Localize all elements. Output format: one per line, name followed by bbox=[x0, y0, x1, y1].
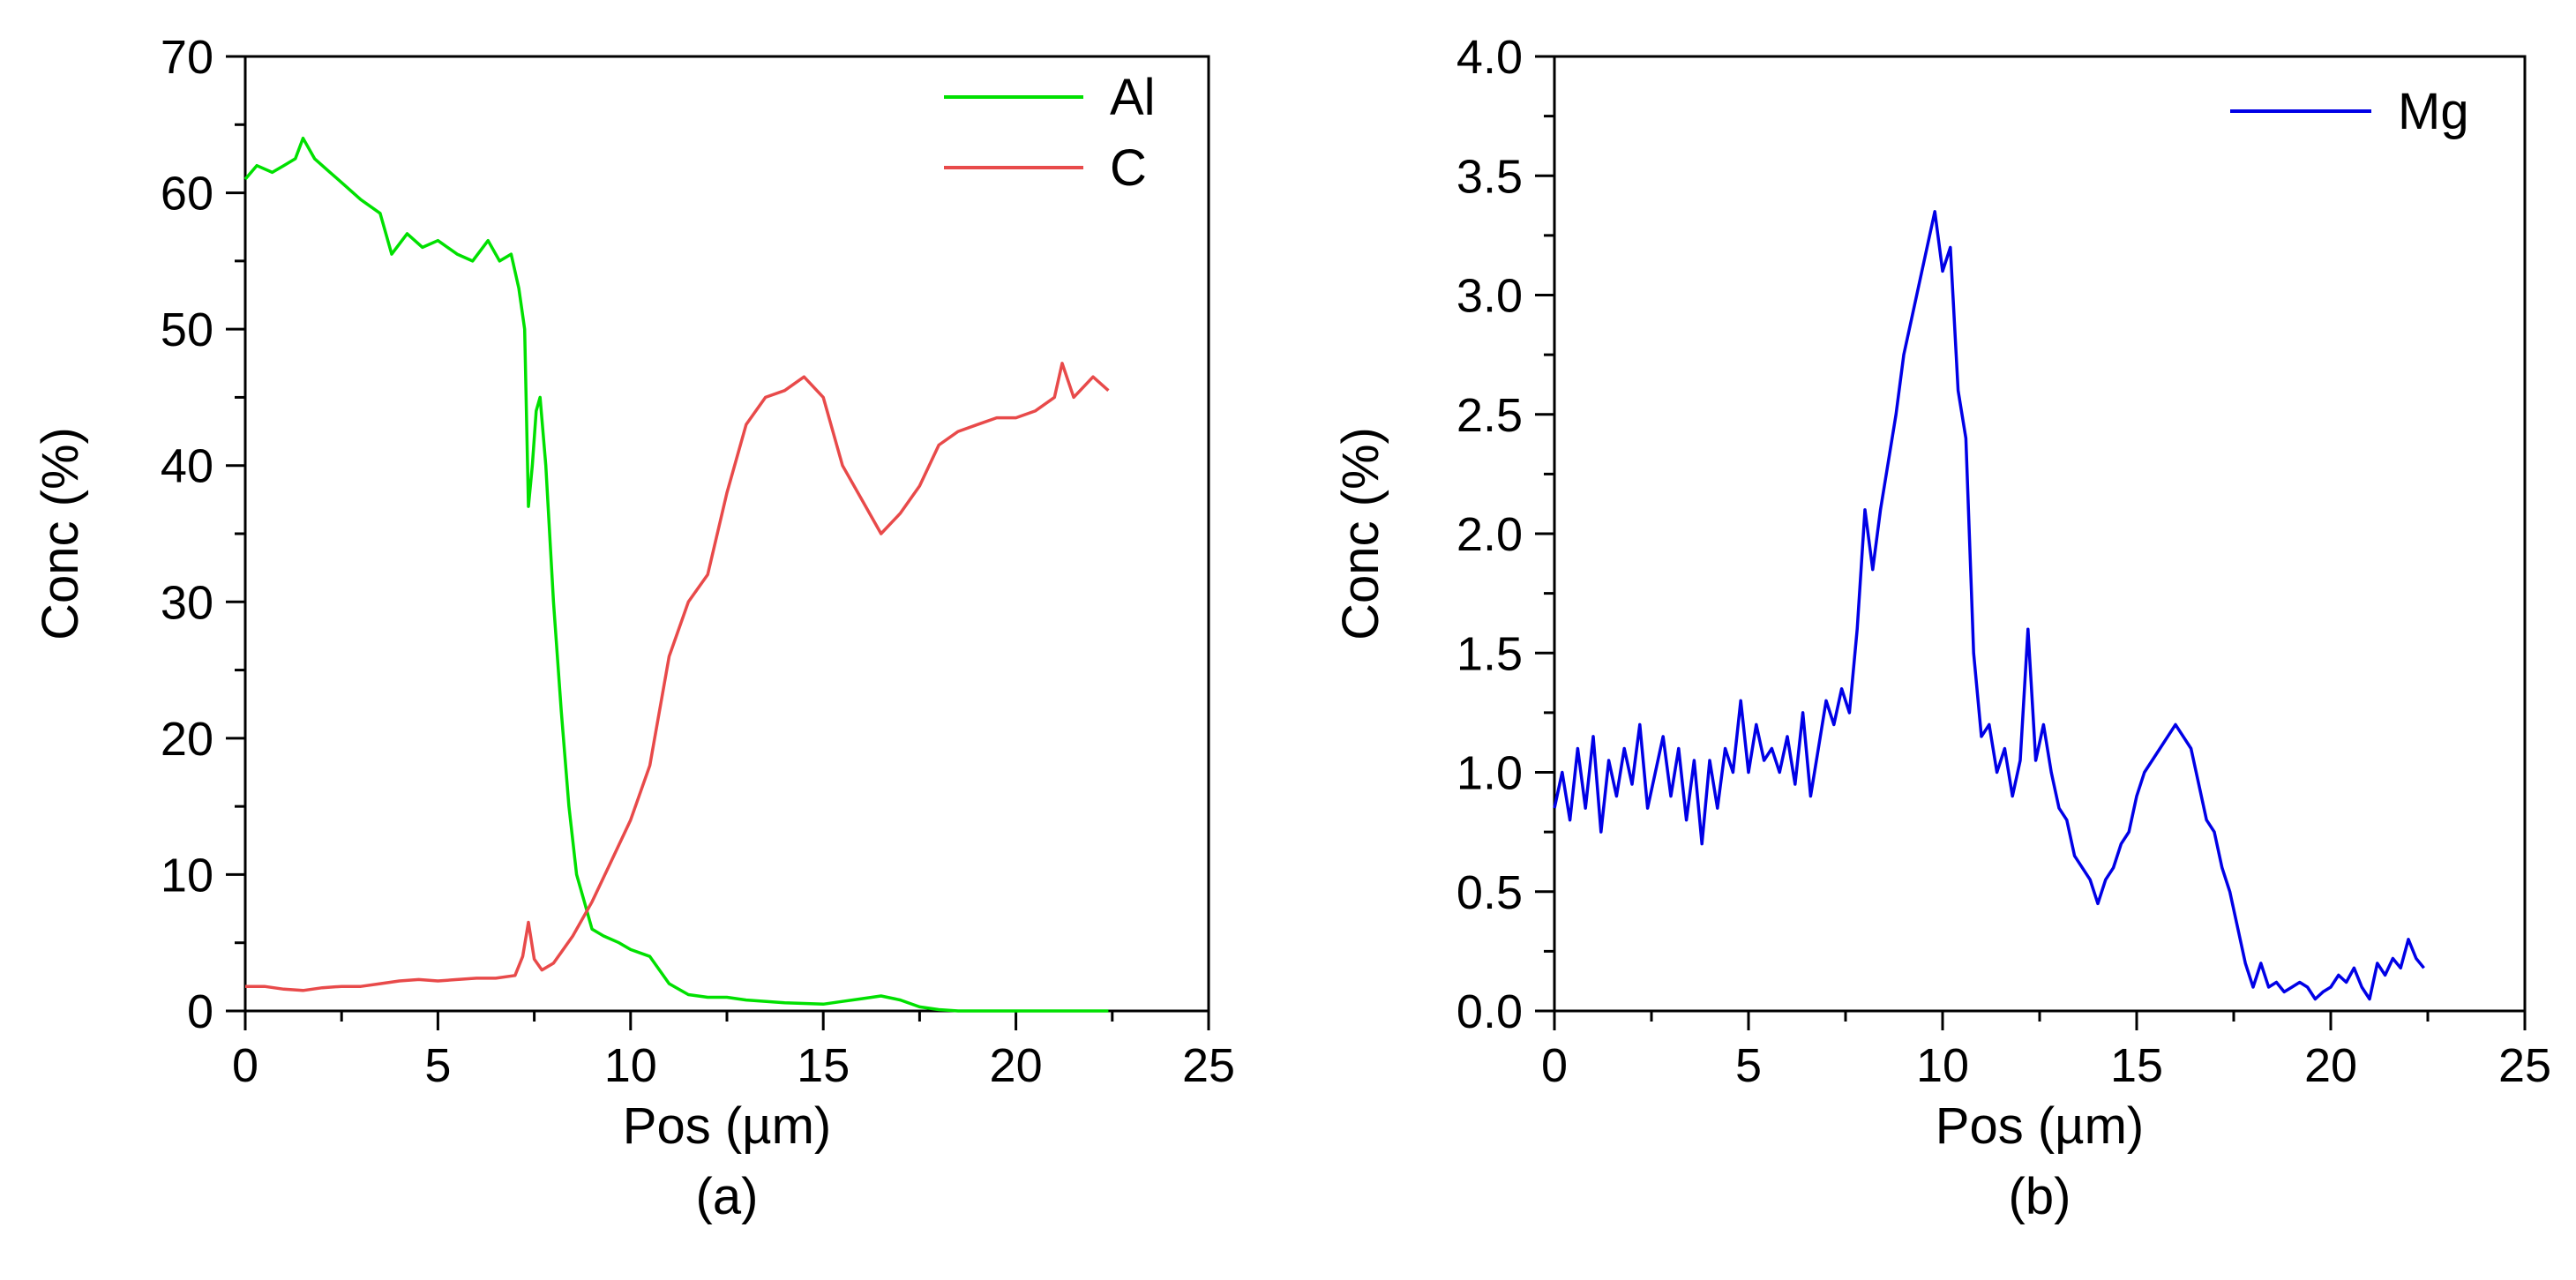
chart2-series-mg-line bbox=[1553, 210, 2425, 1001]
chart2-y-tick-label: 2.0 bbox=[1456, 508, 1523, 561]
chart1-caption: (a) bbox=[696, 1168, 759, 1225]
chart1-series-al-line bbox=[243, 136, 1109, 1013]
chart2-y-axis-title: Conc (%) bbox=[1332, 427, 1389, 640]
chart1-x-tick-label: 5 bbox=[424, 1039, 451, 1092]
chart1-series-c-line bbox=[245, 362, 1110, 992]
chart2-x-tick-label: 5 bbox=[1735, 1039, 1762, 1092]
chart2-y-tick-label: 2.5 bbox=[1456, 389, 1523, 442]
chart1-x-axis-title: Pos (µm) bbox=[623, 1097, 831, 1155]
chart1-x-tick-label: 0 bbox=[232, 1039, 258, 1092]
chart2-y-tick-label: 0.0 bbox=[1456, 985, 1523, 1038]
chart1-legend-c-label: C bbox=[1110, 139, 1147, 197]
chart2-y-tick-label: 3.5 bbox=[1456, 150, 1523, 203]
chart2-y-tick-label: 1.0 bbox=[1456, 747, 1523, 800]
chart2-y-tick-label: 0.5 bbox=[1456, 866, 1523, 919]
chart2-y-tick-label: 4.0 bbox=[1456, 31, 1523, 84]
chart1-y-tick-label: 60 bbox=[161, 168, 213, 221]
chart2-x-tick-label: 10 bbox=[1916, 1039, 1969, 1092]
chart1-y-axis-title: Conc (%) bbox=[32, 427, 89, 640]
chart1-x-tick-label: 20 bbox=[990, 1039, 1043, 1092]
chart1-y-tick-label: 10 bbox=[161, 849, 213, 902]
chart2-y-tick-label: 1.5 bbox=[1456, 627, 1523, 680]
chart2-legend-mg-label: Mg bbox=[2398, 83, 2469, 140]
chart1-legend-al-label: Al bbox=[1110, 69, 1156, 126]
chart2-caption: (b) bbox=[2009, 1168, 2071, 1225]
chart1-y-tick-label: 50 bbox=[161, 303, 213, 356]
chart1-x-tick-label: 15 bbox=[797, 1039, 850, 1092]
chart2-x-tick-label: 0 bbox=[1541, 1039, 1568, 1092]
chart2-x-axis-title: Pos (µm) bbox=[1936, 1097, 2144, 1155]
chart1-y-tick-label: 0 bbox=[187, 985, 213, 1038]
chart1-y-tick-label: 40 bbox=[161, 440, 213, 493]
chart1-x-tick-label: 10 bbox=[604, 1039, 657, 1092]
chart1-y-tick-label: 20 bbox=[161, 713, 213, 766]
chart1-plot-frame bbox=[243, 55, 1210, 1013]
chart2-plot-frame bbox=[1553, 55, 2527, 1013]
chart2-x-tick-label: 25 bbox=[2498, 1039, 2551, 1092]
chart2-y-tick-label: 3.0 bbox=[1456, 270, 1523, 323]
chart1-y-tick-label: 70 bbox=[161, 31, 213, 84]
chart2-x-tick-label: 20 bbox=[2304, 1039, 2357, 1092]
chart1-x-tick-label: 25 bbox=[1182, 1039, 1235, 1092]
chart2-x-tick-label: 15 bbox=[2110, 1039, 2163, 1092]
chart1-y-tick-label: 30 bbox=[161, 576, 213, 629]
